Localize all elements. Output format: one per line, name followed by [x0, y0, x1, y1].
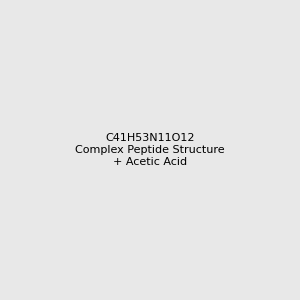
Text: C41H53N11O12
Complex Peptide Structure
+ Acetic Acid: C41H53N11O12 Complex Peptide Structure +…: [75, 134, 225, 166]
